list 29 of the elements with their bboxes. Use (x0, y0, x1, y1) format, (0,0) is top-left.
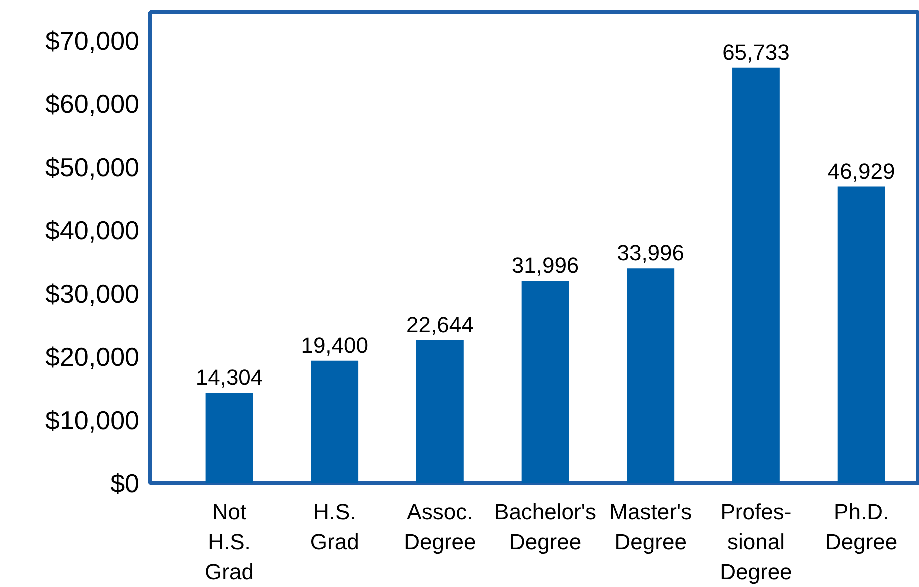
y-tick-label: $50,000 (46, 152, 140, 182)
bar (311, 360, 359, 484)
bar (627, 268, 675, 484)
x-tick-label: Assoc. Degree (404, 500, 476, 554)
data-label: 22,644 (406, 312, 474, 338)
bar (206, 393, 254, 484)
y-tick-label: $60,000 (46, 89, 140, 120)
x-tick-label: Ph.D. Degree (825, 500, 898, 554)
x-tick-label: Bachelor's Degree (494, 500, 597, 554)
data-label: 46,929 (828, 158, 896, 184)
bar (732, 68, 780, 484)
y-tick-label: $0 (110, 468, 140, 498)
bar (838, 186, 886, 484)
x-tick-label: Master's Degree (610, 500, 692, 554)
y-tick-label: $20,000 (46, 342, 140, 372)
y-tick-label: $10,000 (46, 405, 140, 436)
data-label: 33,996 (617, 240, 685, 266)
bar (416, 340, 464, 484)
data-label: 14,304 (196, 365, 264, 390)
bar (522, 281, 570, 484)
x-tick-label: Not H.S. Grad (205, 500, 254, 584)
y-tick-label: $40,000 (46, 216, 140, 246)
data-label: 19,400 (301, 332, 368, 358)
data-label: 65,733 (722, 40, 790, 65)
y-tick-label: $70,000 (46, 26, 140, 56)
y-tick-label: $30,000 (46, 278, 140, 309)
data-label: 31,996 (512, 253, 580, 278)
x-tick-label: H.S. Grad (310, 500, 360, 554)
x-tick-label: Profes- sional Degree (720, 500, 792, 584)
